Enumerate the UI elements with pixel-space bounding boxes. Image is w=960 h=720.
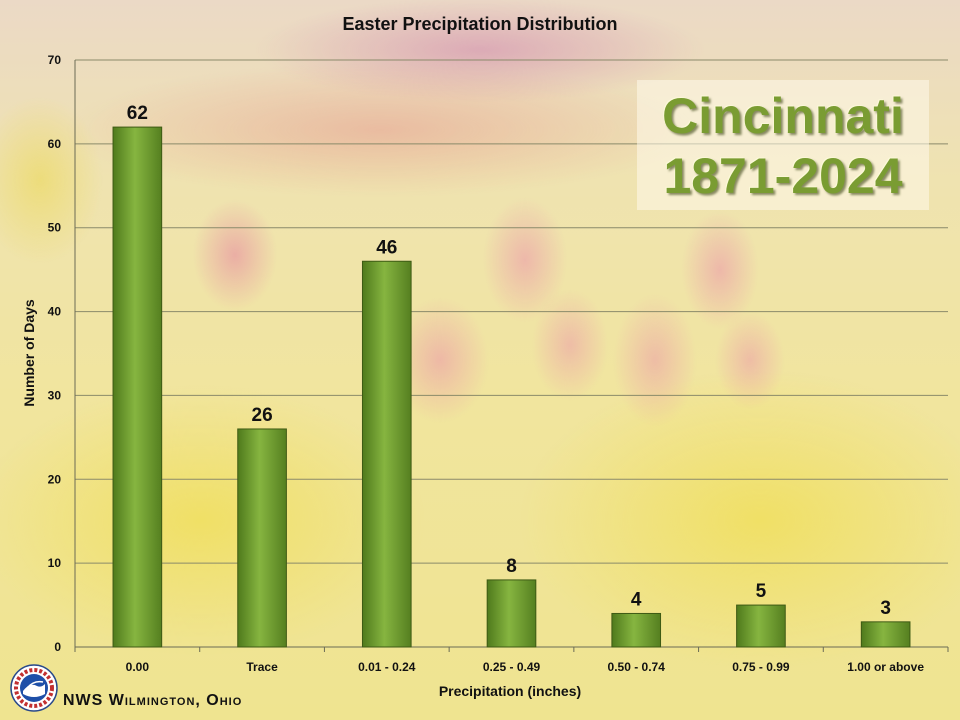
y-tick-labels: 0 10 20 30 40 50 60 70	[48, 53, 62, 654]
overlay-city: Cincinnati	[662, 88, 904, 144]
x-tick-label: 0.25 - 0.49	[483, 660, 541, 674]
bar	[860, 621, 911, 648]
bar	[486, 579, 537, 648]
x-tick-label: Trace	[246, 660, 278, 674]
bar	[611, 612, 662, 648]
x-tick-label: 0.00	[126, 660, 150, 674]
bar	[112, 126, 163, 648]
y-tick-label: 70	[48, 53, 62, 67]
location-overlay: Cincinnati 1871-2024	[637, 80, 929, 210]
noaa-nws-logo-icon	[10, 664, 58, 712]
x-tick-label: 0.01 - 0.24	[358, 660, 416, 674]
bar	[237, 428, 287, 648]
data-label: 8	[506, 556, 517, 577]
x-axis-label: Precipitation (inches)	[438, 683, 582, 699]
data-label: 4	[631, 589, 642, 610]
y-tick-label: 40	[48, 305, 62, 319]
x-tick-label: 1.00 or above	[847, 660, 924, 674]
bar	[361, 260, 412, 648]
y-tick-label: 0	[54, 640, 61, 654]
gridlines	[75, 59, 948, 564]
y-tick-label: 60	[48, 137, 62, 151]
overlay-years: 1871-2024	[663, 148, 903, 204]
data-label: 5	[756, 581, 767, 602]
chart-title: Easter Precipitation Distribution	[342, 14, 618, 34]
footer: NWS Wilmington, Ohio	[10, 664, 310, 716]
bars	[112, 126, 911, 648]
data-label: 3	[880, 598, 891, 619]
x-tick-label: 0.50 - 0.74	[608, 660, 666, 674]
data-label: 46	[376, 237, 397, 258]
x-tick-labels: 0.00 Trace 0.01 - 0.24 0.25 - 0.49 0.50 - 0.…	[126, 660, 925, 674]
y-tick-label: 10	[48, 556, 62, 570]
y-tick-label: 30	[48, 388, 62, 402]
data-label: 62	[127, 103, 148, 124]
footer-org: NWS Wilmington, Ohio	[63, 692, 243, 709]
data-label: 26	[252, 405, 273, 426]
bar	[736, 604, 786, 648]
x-tick-label: 0.75 - 0.99	[732, 660, 790, 674]
y-axis-label: Number of Days	[21, 299, 37, 407]
y-tick-label: 50	[48, 221, 62, 235]
y-tick-label: 20	[48, 472, 62, 486]
data-labels: 62 26 46 8 4 5 3	[127, 103, 891, 619]
